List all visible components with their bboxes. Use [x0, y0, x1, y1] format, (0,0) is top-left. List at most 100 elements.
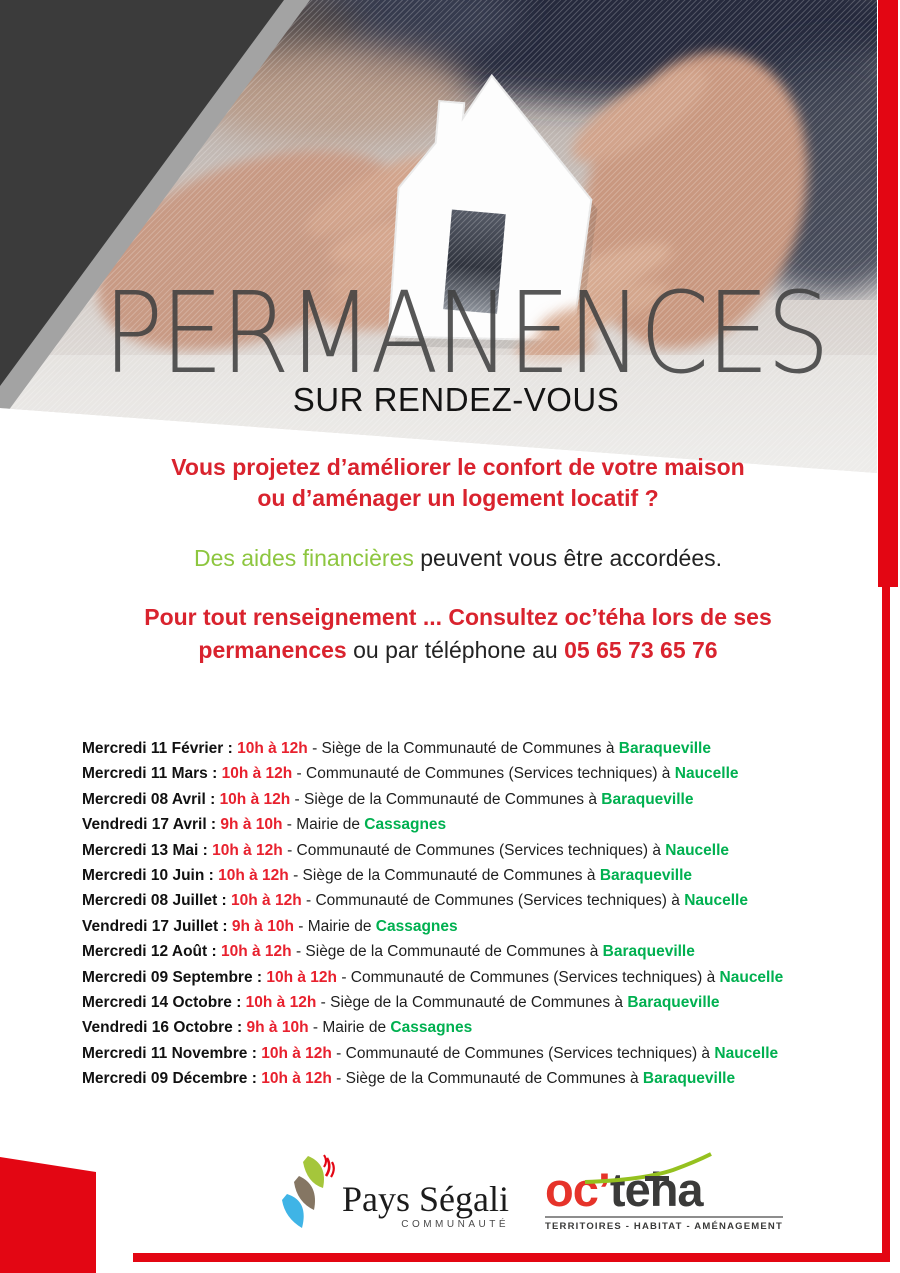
schedule-row: Vendredi 16 Octobre : 9h à 10h - Mairie …	[82, 1015, 822, 1040]
aid-text: Des aides financières peuvent vous être …	[8, 545, 900, 572]
aid-highlight: Des aides financières	[193, 545, 414, 571]
schedule-time: 10h à 12h	[221, 765, 293, 783]
aid-rest: peuvent vous être accordées.	[413, 545, 723, 571]
contact-permanences: permanences	[198, 637, 347, 663]
schedule-row: Mercredi 08 Juillet : 10h à 12h - Commun…	[82, 888, 822, 913]
schedule-date: Mercredi 12 Août :	[82, 943, 217, 961]
pays-segali-logo: Pays Ségali COMMUNAUTÉ	[278, 1152, 509, 1244]
schedule-row: Mercredi 11 Novembre : 10h à 12h - Commu…	[82, 1041, 822, 1066]
schedule-date: Mercredi 11 Novembre :	[82, 1044, 257, 1062]
schedule-time: 10h à 12h	[245, 993, 317, 1011]
schedule-time: 9h à 10h	[246, 1019, 309, 1037]
question-line2: ou d’aménager un logement locatif ?	[257, 485, 659, 511]
schedule-date: Vendredi 17 Juillet :	[82, 917, 228, 935]
schedule-date: Mercredi 09 Septembre :	[82, 968, 263, 986]
schedule-date: Mercredi 13 Mai :	[82, 841, 208, 859]
schedule-place: - Siège de la Communauté de Communes à	[293, 866, 596, 884]
schedule-city: Naucelle	[684, 892, 748, 910]
question-text: Vous projetez d’améliorer le confort de …	[8, 452, 900, 514]
schedule-city: Baraqueville	[627, 993, 720, 1011]
schedule-place: - Mairie de	[312, 1019, 387, 1037]
schedule-time: 9h à 10h	[231, 917, 294, 935]
schedule-date: Mercredi 11 Février :	[82, 740, 233, 757]
schedule-place: - Communauté de Communes (Services techn…	[306, 892, 680, 910]
schedule-city: Naucelle	[714, 1044, 779, 1062]
schedule-date: Mercredi 08 Juillet :	[82, 892, 227, 910]
schedule-place: - Siège de la Communauté de Communes à	[295, 943, 599, 961]
pays-segali-subtitle: COMMUNAUTÉ	[401, 1219, 509, 1230]
schedule-place: - Communauté de Communes (Services techn…	[296, 765, 671, 783]
octeha-swoosh-icon	[584, 1152, 712, 1184]
schedule-date: Mercredi 14 Octobre :	[82, 993, 242, 1011]
question-line1: Vous projetez d’améliorer le confort de …	[171, 454, 745, 480]
schedule-time: 10h à 12h	[220, 943, 292, 961]
schedule-city: Baraqueville	[618, 740, 711, 757]
schedule-row: Mercredi 11 Mars : 10h à 12h - Communaut…	[82, 761, 822, 786]
schedule-row: Mercredi 08 Avril : 10h à 12h - Siège de…	[82, 787, 822, 812]
schedule-row: Mercredi 09 Décembre : 10h à 12h - Siège…	[82, 1066, 822, 1091]
hero-photo	[0, 0, 877, 473]
poster-subtitle: SUR RENDEZ-VOUS	[292, 381, 620, 418]
accent-bar-right-thin	[882, 587, 890, 1262]
schedule-row: Mercredi 11 Février : 10h à 12h - Siège …	[82, 736, 822, 761]
schedule-date: Vendredi 16 Octobre :	[82, 1019, 243, 1037]
schedule-time: 10h à 12h	[266, 968, 338, 986]
schedule-city: Baraqueville	[599, 866, 692, 884]
schedule-date: Mercredi 09 Décembre :	[82, 1070, 257, 1088]
schedule-city: Cassagnes	[364, 816, 447, 834]
schedule-time: 10h à 12h	[231, 892, 302, 910]
schedule-time: 10h à 12h	[218, 866, 289, 884]
schedule-place: - Siège de la Communauté de Communes à	[312, 740, 615, 757]
schedule-date: Mercredi 11 Mars :	[82, 765, 218, 783]
schedule-row: Mercredi 13 Mai : 10h à 12h - Communauté…	[82, 838, 822, 863]
schedule-date: Vendredi 17 Avril :	[82, 816, 217, 834]
right-hand	[555, 51, 808, 349]
octeha-prefix: oc’	[545, 1163, 611, 1216]
accent-bar-bottom	[133, 1253, 887, 1262]
schedule-time: 10h à 12h	[261, 1070, 332, 1088]
schedule-row: Vendredi 17 Avril : 9h à 10h - Mairie de…	[82, 812, 822, 837]
schedule-time: 9h à 10h	[220, 816, 283, 834]
schedule-row: Mercredi 12 Août : 10h à 12h - Siège de …	[82, 939, 822, 964]
phone-number: 05 65 73 65 76	[564, 637, 718, 663]
schedule-city: Naucelle	[665, 841, 730, 859]
schedule-city: Cassagnes	[390, 1019, 473, 1037]
schedule-place: - Siège de la Communauté de Communes à	[336, 1070, 639, 1088]
leaf-icon	[282, 1154, 335, 1228]
schedule-row: Mercredi 10 Juin : 10h à 12h - Siège de …	[82, 863, 822, 888]
contact-plain: ou par téléphone au	[346, 637, 565, 663]
footer-logos: Pays Ségali COMMUNAUTÉ oc’teha TERRITOIR…	[278, 1152, 783, 1244]
schedule-city: Baraqueville	[601, 790, 694, 808]
schedule-row: Mercredi 14 Octobre : 10h à 12h - Siège …	[82, 990, 822, 1015]
accent-corner-bottom-left	[0, 1157, 96, 1273]
schedule-city: Baraqueville	[642, 1070, 736, 1088]
schedule-time: 10h à 12h	[219, 790, 291, 808]
schedule-city: Naucelle	[719, 968, 784, 986]
octeha-logo: oc’teha TERRITOIRES - HABITAT - AMÉNAGEM…	[545, 1152, 783, 1244]
contact-line1: Pour tout renseignement ... Consultez oc…	[144, 604, 772, 630]
schedule-place: - Communauté de Communes (Services techn…	[336, 1044, 711, 1062]
hero-photo-illustration	[0, 0, 877, 473]
contact-text: Pour tout renseignement ... Consultez oc…	[8, 601, 900, 667]
schedule-city: Baraqueville	[602, 943, 695, 961]
schedule-city: Naucelle	[674, 765, 739, 783]
octeha-tagline: TERRITOIRES - HABITAT - AMÉNAGEMENT	[545, 1216, 783, 1232]
schedule-place: - Mairie de	[298, 917, 372, 935]
accent-bar-right	[878, 0, 898, 587]
schedule-time: 10h à 12h	[261, 1044, 332, 1062]
schedule-row: Vendredi 17 Juillet : 9h à 10h - Mairie …	[82, 914, 822, 939]
paper-house-icon	[387, 73, 598, 351]
schedule-time: 10h à 12h	[237, 740, 308, 757]
octeha-name: oc’teha	[545, 1166, 783, 1213]
schedule-place: - Siège de la Communauté de Communes à	[320, 993, 624, 1011]
schedule-place: - Mairie de	[286, 816, 360, 834]
schedule-city: Cassagnes	[375, 917, 458, 935]
schedule-date: Mercredi 10 Juin :	[82, 866, 214, 884]
schedule-list: Mercredi 11 Février : 10h à 12h - Siège …	[82, 736, 822, 1091]
schedule-place: - Communauté de Communes (Services techn…	[341, 968, 716, 986]
pays-segali-name: Pays Ségali	[342, 1179, 509, 1219]
schedule-place: - Siège de la Communauté de Communes à	[294, 790, 597, 808]
poster-title: PERMANENCES	[103, 267, 830, 399]
schedule-row: Mercredi 09 Septembre : 10h à 12h - Comm…	[82, 965, 822, 990]
